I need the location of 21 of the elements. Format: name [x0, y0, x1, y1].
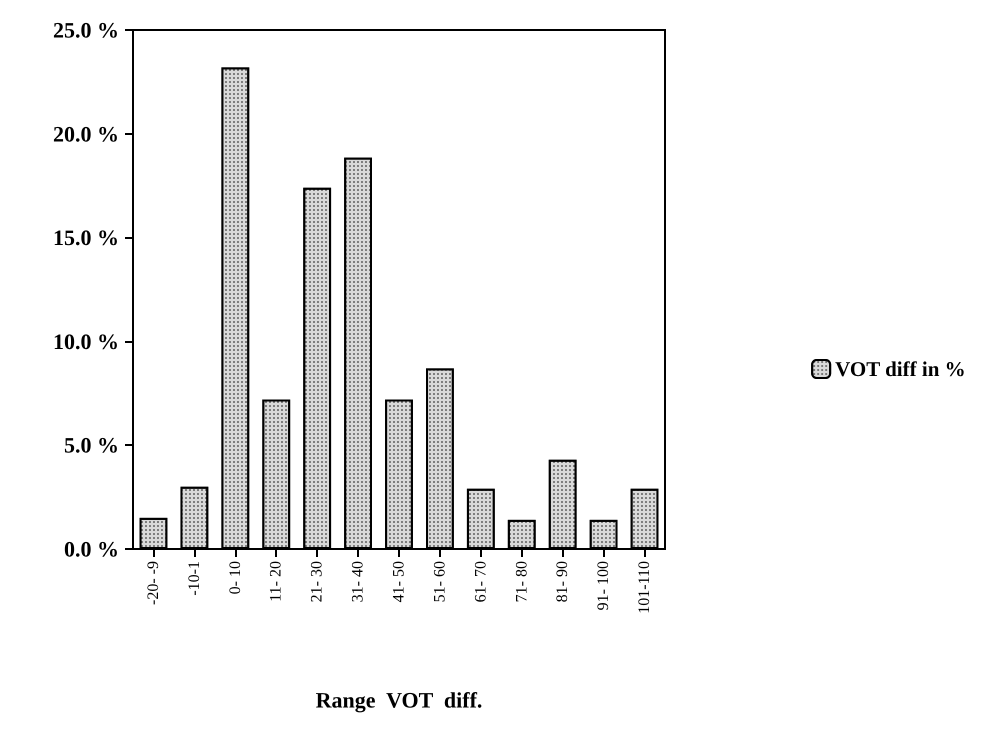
- x-tick-label: 71- 80: [513, 561, 530, 602]
- x-axis-title: Range VOT diff.: [316, 688, 482, 712]
- y-tick-label: 20.0 %: [53, 121, 119, 146]
- x-tick-label: 41- 50: [390, 561, 408, 602]
- x-tick-label: 91- 100: [595, 561, 612, 610]
- x-tick-label: 61- 70: [472, 561, 490, 602]
- x-tick-label: 101-110: [636, 561, 654, 614]
- x-tick-label: -20- -9: [144, 561, 162, 605]
- y-tick-label: 0.0 %: [64, 536, 119, 562]
- y-tick-label: 25.0 %: [53, 18, 119, 42]
- y-tick-label: 10.0 %: [53, 328, 119, 354]
- x-tick-label: 81- 90: [554, 561, 572, 602]
- x-tick-label: 21- 30: [308, 561, 326, 602]
- x-tick-label: 31- 40: [350, 561, 367, 602]
- legend-label: VOT diff in %: [835, 357, 966, 381]
- x-tick-label: 11- 20: [268, 561, 285, 602]
- y-tick-label: 15.0 %: [53, 225, 119, 250]
- x-tick-label: -10-1: [186, 561, 203, 596]
- x-tick-label: 0- 10: [226, 561, 244, 594]
- x-tick-label: 51- 60: [431, 561, 448, 602]
- y-tick-label: 5.0 %: [64, 432, 119, 458]
